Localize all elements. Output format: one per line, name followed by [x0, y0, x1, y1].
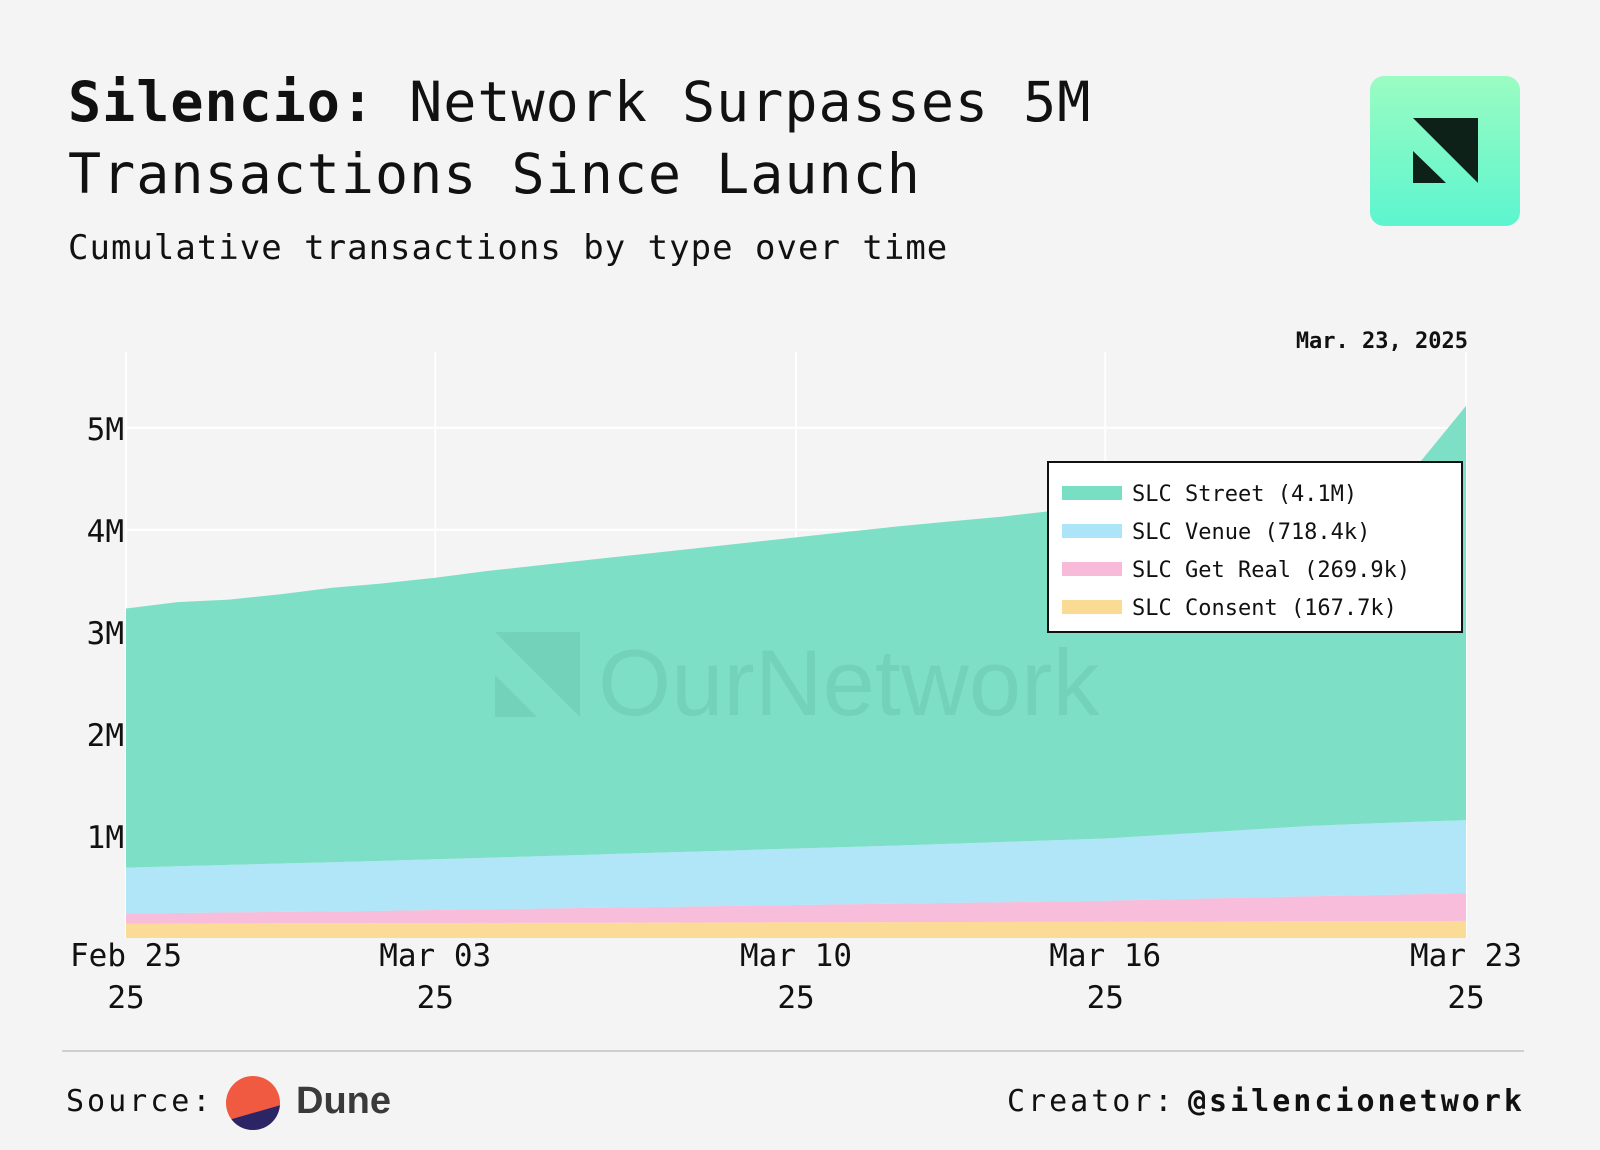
- axis-layer: 1M 2M 3M 4M 5M Feb 25 25 Mar 03 25 Mar 10 25 Mar 16…: [70, 412, 1522, 1016]
- source-label: Source:: [66, 1084, 214, 1119]
- watermark-mark-lower: [495, 675, 537, 717]
- y-tick-label-1: 1M: [87, 820, 124, 856]
- legend-swatch-street: [1062, 486, 1122, 500]
- area-series-get-real: [126, 893, 1466, 924]
- chart-subtitle: Cumulative transactions by type over tim…: [68, 228, 949, 268]
- legend-label-get-real: SLC Get Real (269.9k): [1132, 558, 1410, 583]
- footer-divider: [62, 1050, 1524, 1052]
- legend-swatch-get-real: [1062, 562, 1122, 576]
- x-tick-label-2: Mar 03: [379, 938, 491, 974]
- x-tick-label-4: Mar 16: [1049, 938, 1161, 974]
- area-series-venue: [126, 820, 1466, 914]
- y-tick-label-4: 4M: [87, 514, 124, 550]
- x-tick-sublabel-1: 25: [107, 980, 144, 1016]
- legend-swatch-venue: [1062, 524, 1122, 538]
- chart-title: Silencio: Network Surpasses 5M Transacti…: [68, 66, 1268, 210]
- legend-label-venue: SLC Venue (718.4k): [1132, 520, 1370, 545]
- y-tick-label-5: 5M: [87, 412, 124, 448]
- watermark-text: OurNetwork: [598, 630, 1100, 735]
- ournetwork-logo: [1370, 76, 1520, 226]
- chart-title-rest: Network Surpasses 5M Transactions Since …: [68, 70, 1092, 206]
- creator-label: Creator:: [1007, 1084, 1176, 1119]
- y-tick-label-3: 3M: [87, 616, 124, 652]
- logo-mark-upper: [1413, 118, 1478, 183]
- x-tick-label-5: Mar 23: [1410, 938, 1522, 974]
- legend-label-street: SLC Street (4.1M): [1132, 482, 1357, 507]
- dune-logo-icon: [226, 1076, 280, 1130]
- source-name: Dune: [296, 1080, 391, 1122]
- date-label: Mar. 23, 2025: [1296, 329, 1468, 354]
- area-series-consent: [126, 920, 1466, 938]
- x-tick-sublabel-5: 25: [1447, 980, 1484, 1016]
- x-tick-label-1: Feb 25: [70, 938, 182, 974]
- dune-logo-bottom: [226, 1105, 280, 1130]
- legend-swatch-consent: [1062, 600, 1122, 614]
- chart-title-strong: Silencio:: [68, 70, 376, 134]
- legend-label-consent: SLC Consent (167.7k): [1132, 596, 1397, 621]
- logo-background: [1370, 76, 1520, 226]
- x-tick-sublabel-4: 25: [1087, 980, 1124, 1016]
- creator-handle[interactable]: @silencionetwork: [1188, 1084, 1525, 1119]
- x-tick-sublabel-2: 25: [417, 980, 454, 1016]
- logo-mark-lower: [1413, 151, 1446, 183]
- x-tick-label-3: Mar 10: [740, 938, 852, 974]
- legend: SLC Street (4.1M) SLC Venue (718.4k) SLC G…: [1047, 461, 1463, 633]
- watermark-mark-upper: [495, 632, 580, 717]
- area-chart: OurNetwork 1M 2M 3M 4M 5M Feb 25 25 Mar 03 25 Mar…: [70, 329, 1522, 1016]
- x-tick-sublabel-3: 25: [777, 980, 814, 1016]
- watermark: OurNetwork: [495, 630, 1100, 735]
- y-tick-label-2: 2M: [87, 718, 124, 754]
